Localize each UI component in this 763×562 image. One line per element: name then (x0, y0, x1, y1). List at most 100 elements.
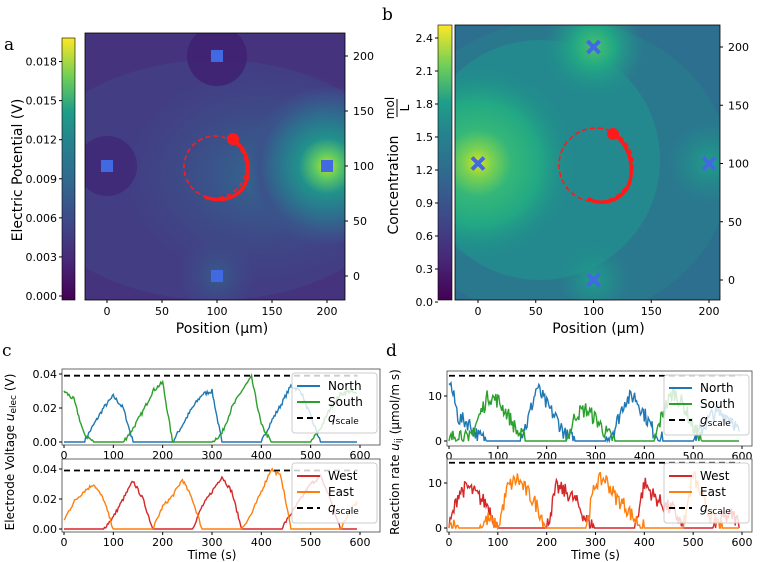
electrode-marker (321, 160, 333, 172)
y-tick-label: 0.00 (33, 436, 58, 449)
scale-subscript: scale (708, 507, 732, 517)
x-tick-label: 150 (641, 305, 662, 318)
ylabel-subscript: ij (394, 438, 404, 443)
x-axis-label: Time (s) (187, 548, 237, 562)
legend-label: West (328, 469, 358, 483)
y-tick-label: 0.02 (33, 402, 58, 415)
colorbar-tick-label: 0.000 (26, 290, 58, 303)
concentration-field (455, 25, 720, 300)
colorbar-tick-label: 0.003 (26, 251, 58, 264)
heatmap-a: 0.000 0.003 0.006 0.009 0.012 0.015 0.018 0 50 10… (10, 32, 374, 337)
y-tick-label-right: 200 (728, 41, 749, 54)
y-tick-label-right: 100 (353, 160, 374, 173)
legend-box (291, 462, 378, 524)
y-axis-label: Reaction rate uij (μmol/m s) (388, 369, 404, 535)
agent-position (227, 133, 239, 145)
x-tick-label: 600 (732, 536, 753, 549)
x-tick-label: 200 (536, 536, 557, 549)
electrode-marker (211, 270, 223, 282)
source-marker (586, 272, 601, 288)
x-tick-label: 200 (152, 536, 173, 549)
x-axis-label: Time (s) (570, 548, 620, 562)
agent-position (607, 128, 619, 140)
y-tick-label: 0 (435, 435, 442, 448)
x-tick-label: 100 (487, 536, 508, 549)
y-tick-label: 10 (428, 477, 442, 490)
colorbar-tick-label: 2.4 (416, 32, 434, 45)
legend-label: South (700, 397, 735, 411)
y-tick-label-right: 150 (353, 105, 374, 118)
unit-numerator: mol (383, 97, 397, 119)
colorbar-a (61, 37, 76, 301)
scale-symbol: q (328, 411, 336, 425)
x-tick-label: 600 (350, 536, 371, 549)
panel-label-a: a (4, 35, 14, 55)
series-line-east (63, 467, 358, 530)
x-tick-label: 0 (61, 536, 68, 549)
panel-label-b: b (382, 5, 393, 25)
ylabel-unit: (V) (3, 374, 17, 395)
colorbar-tick-label: 0.009 (26, 173, 58, 186)
x-tick-label: 200 (317, 305, 338, 318)
colorbar-label: Concentration (386, 135, 402, 234)
legend-box (291, 372, 378, 434)
unit-denominator: L (398, 104, 412, 111)
electrode-marker (211, 50, 223, 62)
colorbar-tick-label: 0.012 (26, 134, 58, 147)
colorbar-tick-label: 0.9 (416, 197, 434, 210)
y-tick-label: 0 (435, 522, 442, 535)
x-tick-label: 400 (251, 536, 272, 549)
x-tick-label: 100 (583, 305, 604, 318)
y-tick-label-right: 100 (728, 158, 749, 171)
colorbar-tick-label: 0.006 (26, 212, 58, 225)
colorbar-tick-label: 0.018 (26, 56, 58, 69)
y-tick-label: 0.02 (33, 493, 58, 506)
x-tick-label: 300 (202, 536, 223, 549)
x-tick-label: 0 (104, 305, 111, 318)
legend-label: West (700, 469, 730, 483)
y-tick-label-right: 200 (353, 50, 374, 63)
colorbar-label-group: Concentration mol L (383, 97, 412, 235)
source-marker (470, 156, 486, 171)
y-tick-label: 10 (428, 390, 442, 403)
colorbar-tick-label: 2.1 (416, 65, 434, 78)
colorbar-tick-label: 0.0 (416, 296, 434, 309)
x-tick-label: 0 (446, 536, 453, 549)
scale-symbol: g (700, 413, 708, 427)
colorbar-tick-label: 0.6 (416, 230, 434, 243)
line-chart-c-bottom: 0 100 200 300 400 500 600 0.00 0.02 0.04 West East q… (33, 458, 381, 562)
y-tick-label-right: 0 (353, 270, 360, 283)
line-chart-d-top: 0 100 200 300 400 500 600010NorthSouthgscaleRe… (388, 369, 753, 535)
ylabel-text: Reaction rate (388, 451, 402, 535)
scale-subscript: scale (336, 417, 360, 427)
scale-subscript: scale (708, 419, 732, 429)
electrode-marker (101, 160, 113, 172)
legend-label-scale: qscale (328, 501, 359, 517)
x-tick-label: 0 (475, 305, 482, 318)
x-tick-label: 100 (207, 305, 228, 318)
y-tick-label: 0.04 (33, 463, 58, 476)
x-tick-label: 400 (634, 536, 655, 549)
legend-label: East (328, 485, 354, 499)
panel-label-c: c (2, 341, 12, 361)
x-tick-label: 500 (300, 536, 321, 549)
legend-label: South (328, 395, 363, 409)
scale-symbol: g (700, 501, 708, 515)
x-tick-label: 0 (61, 449, 68, 462)
panel-label-d: d (386, 341, 397, 361)
ylabel-variable: u (388, 443, 402, 451)
x-tick-label: 50 (155, 305, 169, 318)
y-tick-label-right: 0 (728, 274, 735, 287)
colorbar-tick-label: 1.8 (416, 98, 434, 111)
heatmap-b: 0.0 0.3 0.6 0.9 1.2 1.5 1.8 2.1 2.4 0 50 100 150 200 0… (383, 24, 749, 337)
legend-label: East (700, 485, 726, 499)
x-tick-label: 100 (103, 536, 124, 549)
source-marker (701, 156, 717, 171)
ylabel-unit: (μmol/m s) (388, 369, 402, 438)
ylabel-variable: u (3, 413, 17, 421)
colorbar-tick-label: 0.015 (26, 95, 58, 108)
colorbar-tick-label: 1.5 (416, 131, 434, 144)
colorbar-tick-label: 0.3 (416, 263, 434, 276)
x-tick-label: 500 (683, 536, 704, 549)
